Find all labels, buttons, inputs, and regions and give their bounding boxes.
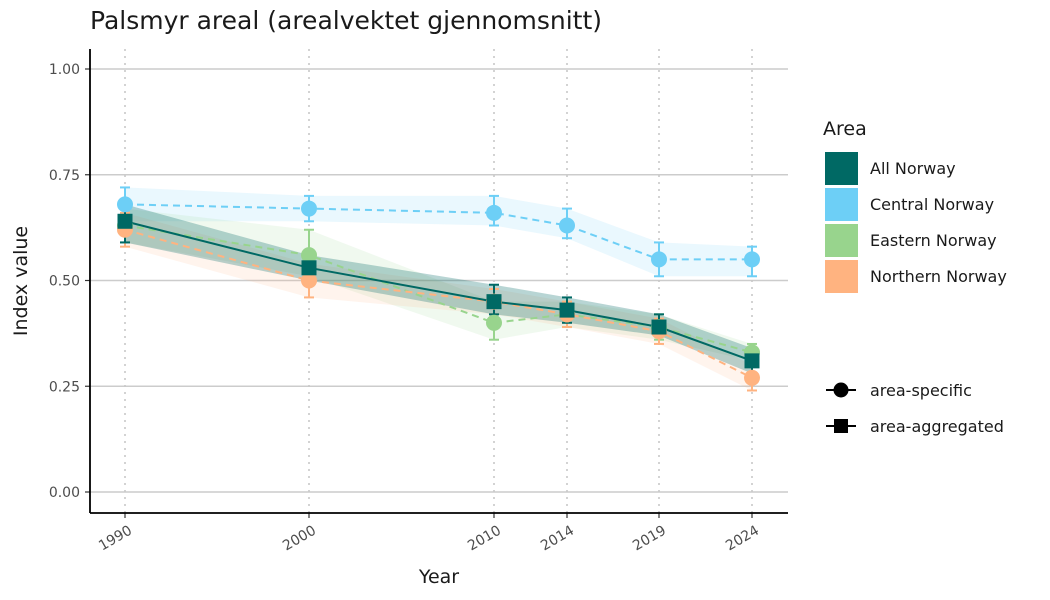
legend: Area All Norway Central Norway Eastern Nor… <box>823 118 1007 436</box>
central-norway-point <box>301 200 317 217</box>
central-norway-band <box>125 187 752 277</box>
legend-square-key <box>834 419 848 433</box>
all-norway-point <box>117 213 133 229</box>
all-norway-band <box>125 204 752 374</box>
x-tick-label: 2024 <box>723 523 762 555</box>
y-tick-label: 0.75 <box>49 168 80 184</box>
eastern-norway-line <box>124 224 753 354</box>
all-norway-point <box>559 302 575 318</box>
legend-shape-label: area-aggregated <box>870 417 1004 436</box>
x-axis-title: Year <box>418 566 459 588</box>
northern-norway-point <box>301 272 317 289</box>
central-norway-line <box>124 203 752 261</box>
northern-norway-band <box>125 212 752 391</box>
data-points <box>117 196 760 386</box>
all-norway-point <box>651 319 667 335</box>
all-norway-point <box>744 353 760 369</box>
central-norway-point <box>744 251 760 268</box>
all-norway-point <box>301 260 317 276</box>
northern-norway-point <box>744 369 760 386</box>
series-lines <box>124 203 753 379</box>
legend-label-central-norway: Central Norway <box>870 195 994 214</box>
legend-title: Area <box>823 118 867 140</box>
northern-norway-line <box>124 228 753 379</box>
central-norway-point <box>117 196 133 213</box>
x-tick-label: 2019 <box>630 523 669 555</box>
legend-key-all-norway <box>825 152 858 185</box>
legend-key-northern-norway <box>825 260 858 293</box>
x-tick-label: 1990 <box>96 523 135 555</box>
legend-key-central-norway <box>825 188 858 221</box>
y-tick-label: 1.00 <box>49 62 80 78</box>
all-norway-point <box>486 294 502 310</box>
eastern-norway-band <box>125 208 752 361</box>
grid-lines <box>90 49 788 513</box>
x-tick-label: 2010 <box>465 523 504 555</box>
all-norway-line <box>124 220 753 362</box>
eastern-norway-point <box>301 247 317 264</box>
confidence-bands <box>125 187 752 391</box>
x-tick-label: 2014 <box>538 523 577 555</box>
legend-label-northern-norway: Northern Norway <box>870 267 1007 286</box>
y-tick-label: 0.50 <box>49 274 80 290</box>
legend-label-eastern-norway: Eastern Norway <box>870 231 997 250</box>
x-tick-label: 2000 <box>280 523 319 555</box>
chart-title: Palsmyr areal (arealvektet gjennomsnitt) <box>90 6 602 35</box>
legend-shape-label: area-specific <box>870 381 972 400</box>
central-norway-point <box>651 251 667 268</box>
legend-label-all-norway: All Norway <box>870 159 956 178</box>
y-tick-label: 0.00 <box>49 485 80 501</box>
legend-key-eastern-norway <box>825 224 858 257</box>
central-norway-point <box>559 217 575 234</box>
central-norway-point <box>486 204 502 221</box>
y-axis-title: Index value <box>10 226 32 336</box>
eastern-norway-point <box>486 314 502 331</box>
y-tick-label: 0.25 <box>49 379 80 395</box>
legend-circle-key <box>833 382 849 398</box>
